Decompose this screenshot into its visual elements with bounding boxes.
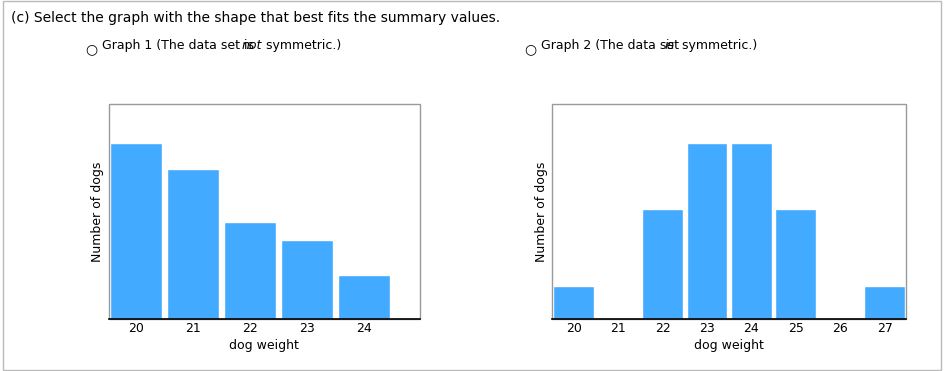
Bar xyxy=(552,104,906,319)
Text: not: not xyxy=(242,39,262,52)
Text: Graph 1 (The data set is: Graph 1 (The data set is xyxy=(102,39,258,52)
Bar xyxy=(109,104,420,319)
Text: is: is xyxy=(665,39,675,52)
Text: Graph 2 (The data set: Graph 2 (The data set xyxy=(541,39,683,52)
Text: symmetric.): symmetric.) xyxy=(262,39,342,52)
Bar xyxy=(865,286,905,319)
Y-axis label: Number of dogs: Number of dogs xyxy=(92,161,105,262)
Bar xyxy=(281,240,333,319)
Bar xyxy=(110,143,162,319)
Bar xyxy=(167,169,219,319)
Bar xyxy=(338,275,391,319)
Y-axis label: Number of dogs: Number of dogs xyxy=(535,161,548,262)
Text: symmetric.): symmetric.) xyxy=(678,39,757,52)
X-axis label: dog weight: dog weight xyxy=(229,339,299,352)
Bar xyxy=(775,209,817,319)
Bar xyxy=(642,209,683,319)
Bar xyxy=(686,143,728,319)
Bar xyxy=(553,286,594,319)
Text: ○: ○ xyxy=(85,43,97,57)
Text: ○: ○ xyxy=(524,43,536,57)
X-axis label: dog weight: dog weight xyxy=(694,339,765,352)
Bar xyxy=(224,222,277,319)
Bar xyxy=(731,143,772,319)
Text: (c) Select the graph with the shape that best fits the summary values.: (c) Select the graph with the shape that… xyxy=(11,11,500,25)
